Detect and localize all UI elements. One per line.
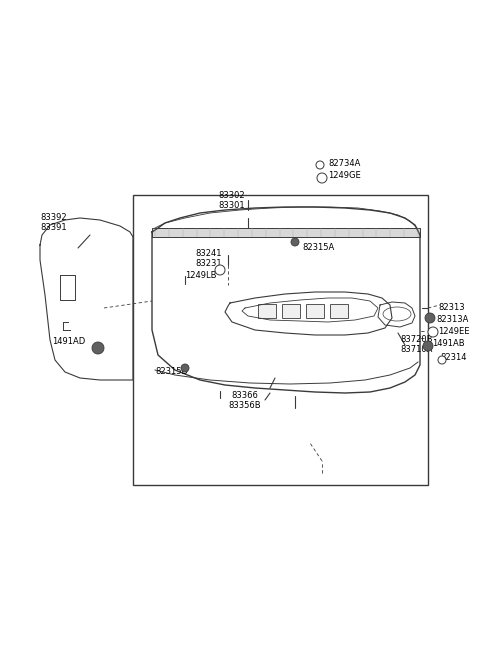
- Polygon shape: [152, 228, 420, 237]
- Text: 83231: 83231: [195, 258, 222, 268]
- Text: 1249GE: 1249GE: [328, 171, 361, 180]
- Text: 83301: 83301: [218, 201, 245, 211]
- Text: 1249EE: 1249EE: [438, 327, 469, 337]
- Circle shape: [316, 161, 324, 169]
- Text: 83720B: 83720B: [400, 335, 432, 344]
- Text: 82315A: 82315A: [302, 243, 334, 253]
- Text: 83241: 83241: [195, 249, 221, 258]
- Bar: [282, 304, 300, 318]
- Text: 83356B: 83356B: [228, 401, 261, 409]
- Text: 82734A: 82734A: [328, 159, 360, 167]
- Text: 83710A: 83710A: [400, 346, 432, 354]
- Circle shape: [215, 265, 225, 275]
- Text: 82313A: 82313A: [436, 316, 468, 325]
- Text: 83392: 83392: [40, 213, 67, 222]
- Circle shape: [317, 173, 327, 183]
- Text: 83391: 83391: [40, 224, 67, 232]
- Text: 1491AB: 1491AB: [432, 340, 465, 348]
- Bar: [258, 304, 276, 318]
- Bar: [306, 304, 324, 318]
- Circle shape: [181, 364, 189, 372]
- Text: 83302: 83302: [218, 192, 245, 201]
- Circle shape: [428, 327, 438, 337]
- Text: 1491AD: 1491AD: [52, 337, 85, 346]
- Text: 82314: 82314: [440, 354, 467, 363]
- Text: 1249LB: 1249LB: [185, 272, 216, 281]
- Circle shape: [438, 356, 446, 364]
- Circle shape: [423, 341, 433, 351]
- Text: 82315D: 82315D: [155, 367, 188, 377]
- Bar: [133, 195, 428, 485]
- Circle shape: [425, 313, 435, 323]
- Circle shape: [291, 238, 299, 246]
- Text: 83366: 83366: [231, 390, 258, 400]
- Circle shape: [92, 342, 104, 354]
- Bar: [330, 304, 348, 318]
- Text: 82313: 82313: [438, 304, 465, 312]
